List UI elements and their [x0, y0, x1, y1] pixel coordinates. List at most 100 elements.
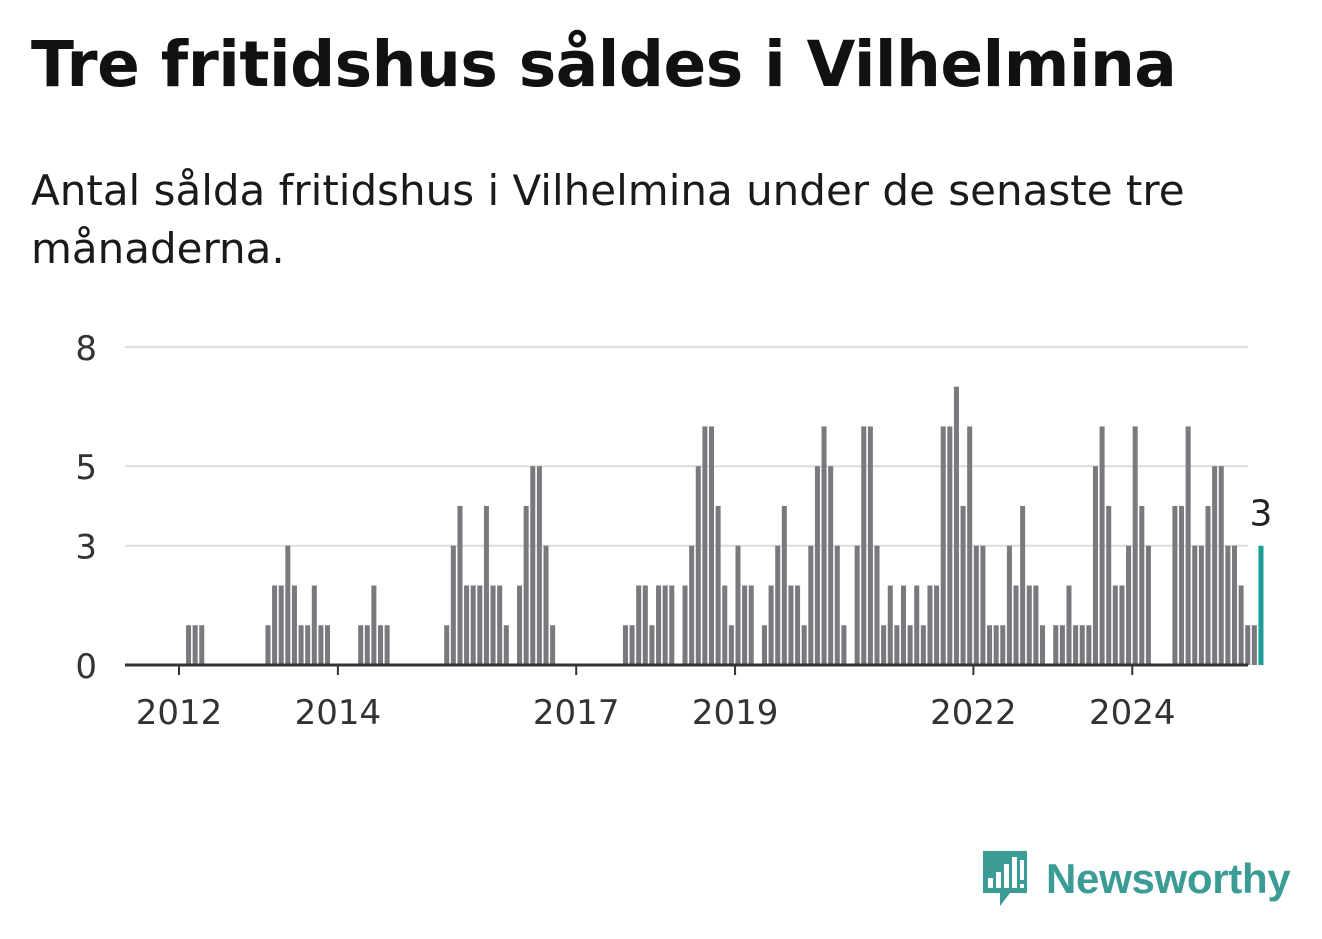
x-tick-label: 2012 [136, 693, 223, 733]
bar [775, 545, 781, 665]
bar [384, 625, 390, 665]
bar [1119, 585, 1125, 665]
bar [636, 585, 642, 665]
bar [728, 625, 734, 665]
bar [305, 625, 311, 665]
bar [874, 545, 880, 665]
bar [444, 625, 450, 665]
bar [1225, 545, 1231, 665]
newsworthy-logo-icon [983, 851, 1027, 906]
bar [960, 505, 966, 665]
bar [947, 426, 953, 665]
bar [900, 585, 906, 665]
bar [953, 386, 959, 665]
bar [278, 585, 284, 665]
bar [450, 545, 456, 665]
bar [536, 466, 542, 665]
bar [530, 466, 536, 665]
x-tick-label: 2022 [930, 693, 1017, 733]
bar [854, 545, 860, 665]
bar [477, 585, 483, 665]
bar [715, 505, 721, 665]
y-tick-label: 0 [75, 647, 97, 687]
bar [656, 585, 662, 665]
bar [980, 545, 986, 665]
bar [814, 466, 820, 665]
data-labels: 3 [1250, 494, 1273, 535]
bar [1145, 545, 1151, 665]
bar [1132, 426, 1138, 665]
bar [834, 545, 840, 665]
bar [1099, 426, 1105, 665]
bar [894, 625, 900, 665]
bar [1040, 625, 1046, 665]
bar [914, 585, 920, 665]
bar [464, 585, 470, 665]
bar [192, 625, 198, 665]
bar [517, 585, 523, 665]
bar [272, 585, 278, 665]
bar [887, 585, 893, 665]
bar [1231, 545, 1237, 665]
latest-value-label: 3 [1250, 494, 1273, 535]
bar [642, 585, 648, 665]
bar [695, 466, 701, 665]
bar [1092, 466, 1098, 665]
bar [318, 625, 324, 665]
bar [1205, 505, 1211, 665]
bar [828, 466, 834, 665]
bar [1179, 505, 1185, 665]
bar [808, 545, 814, 665]
brand-name: Newsworthy [1046, 855, 1291, 902]
bar [1251, 625, 1257, 665]
bar [920, 625, 926, 665]
bar [748, 585, 754, 665]
y-tick-label: 8 [75, 329, 97, 369]
bar [1073, 625, 1079, 665]
bar [682, 585, 688, 665]
bar [285, 545, 291, 665]
bar [364, 625, 370, 665]
bar [649, 625, 655, 665]
bar [298, 625, 304, 665]
x-tick-label: 2024 [1089, 693, 1176, 733]
bar [841, 625, 847, 665]
bar [1238, 585, 1244, 665]
bar-chart: 0 3 5 8 2012 2014 2017 2019 2022 2024 3 [75, 329, 1273, 733]
bar [689, 545, 695, 665]
bar [490, 585, 496, 665]
bar [927, 585, 933, 665]
bar [311, 585, 317, 665]
x-tick-label: 2019 [692, 693, 779, 733]
bar [1013, 585, 1019, 665]
bar [881, 625, 887, 665]
y-axis-labels: 0 3 5 8 [75, 329, 97, 687]
bar [993, 625, 999, 665]
bar [1112, 585, 1118, 665]
bar [1026, 585, 1032, 665]
bar [669, 585, 675, 665]
bar [795, 585, 801, 665]
y-tick-label: 5 [75, 448, 97, 488]
chart-subtitle: Antal sålda fritidshus i Vilhelmina unde… [31, 166, 1185, 273]
bar [622, 625, 628, 665]
bar [470, 585, 476, 665]
bar [907, 625, 913, 665]
bar [1053, 625, 1059, 665]
chart-title: Tre fritidshus såldes i Vilhelmina [31, 28, 1177, 101]
x-tick-label: 2017 [533, 693, 620, 733]
x-axis [125, 663, 1248, 675]
bar [761, 625, 767, 665]
bars [186, 386, 1264, 665]
bar [867, 426, 873, 665]
bar [199, 625, 205, 665]
bar [781, 505, 787, 665]
bar [629, 625, 635, 665]
bar-latest [1258, 545, 1264, 665]
bar [291, 585, 297, 665]
bar [934, 585, 940, 665]
bar [325, 625, 331, 665]
bar [1000, 625, 1006, 665]
newsworthy-brand: Newsworthy [980, 848, 1291, 910]
bar [1139, 505, 1145, 665]
